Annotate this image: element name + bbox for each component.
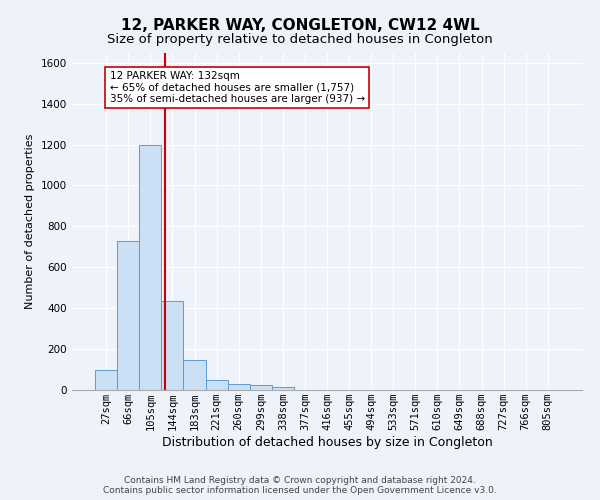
- Text: Size of property relative to detached houses in Congleton: Size of property relative to detached ho…: [107, 32, 493, 46]
- Text: 12 PARKER WAY: 132sqm
← 65% of detached houses are smaller (1,757)
35% of semi-d: 12 PARKER WAY: 132sqm ← 65% of detached …: [110, 71, 365, 104]
- Bar: [206, 380, 227, 390]
- Text: 12, PARKER WAY, CONGLETON, CW12 4WL: 12, PARKER WAY, CONGLETON, CW12 4WL: [121, 18, 479, 32]
- Text: Contains HM Land Registry data © Crown copyright and database right 2024.
Contai: Contains HM Land Registry data © Crown c…: [103, 476, 497, 495]
- X-axis label: Distribution of detached houses by size in Congleton: Distribution of detached houses by size …: [161, 436, 493, 449]
- Bar: [250, 385, 272, 390]
- Bar: [184, 360, 206, 390]
- Bar: [272, 387, 294, 390]
- Bar: [161, 301, 184, 390]
- Bar: [139, 144, 161, 390]
- Bar: [227, 384, 250, 390]
- Y-axis label: Number of detached properties: Number of detached properties: [25, 134, 35, 309]
- Bar: [117, 240, 139, 390]
- Bar: [95, 370, 117, 390]
